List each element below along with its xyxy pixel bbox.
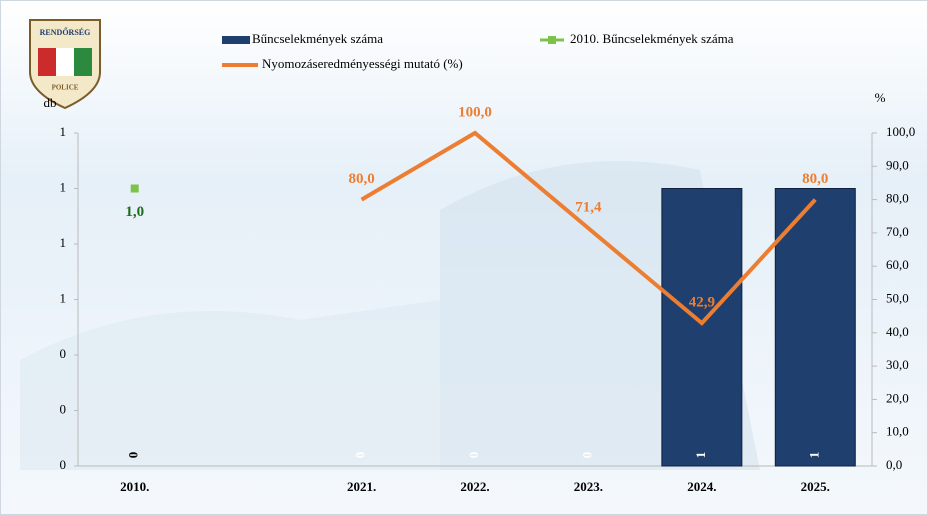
y2-axis-label: %	[875, 90, 886, 105]
logo-stripe	[38, 48, 56, 76]
y2-tick-label: 70,0	[886, 224, 909, 239]
y2-tick-label: 100,0	[886, 124, 915, 139]
bar	[661, 188, 743, 467]
data-label: 42,9	[689, 295, 715, 311]
x-tick-label: 2023.	[574, 479, 603, 494]
data-label: 71,4	[575, 200, 602, 216]
y2-tick-label: 10,0	[886, 424, 909, 439]
bar-label: 0	[466, 452, 481, 459]
data-label: 100,0	[458, 104, 492, 120]
line	[360, 130, 817, 326]
y2-tick-label: 50,0	[886, 290, 909, 305]
bar-label: 0	[579, 452, 594, 459]
y-tick-label: 1	[60, 290, 67, 305]
logo-text: RENDŐRSÉG	[40, 27, 91, 37]
bar-label: 1	[693, 452, 708, 459]
bar	[774, 188, 856, 467]
logo-text: POLICE	[52, 84, 79, 92]
x-tick-label: 2021.	[347, 479, 376, 494]
y2-tick-label: 20,0	[886, 390, 909, 405]
y-axis-label: db	[44, 95, 57, 110]
y-tick-label: 0	[60, 401, 67, 416]
x-tick-label: 2010.	[120, 479, 149, 494]
bar-label: 1	[806, 452, 821, 459]
y-tick-label: 0	[60, 346, 67, 361]
y-tick-label: 1	[60, 235, 67, 250]
y2-tick-label: 0,0	[886, 457, 902, 472]
y-tick-label: 1	[60, 124, 67, 139]
legend-swatch	[548, 36, 556, 44]
legend-label: 2010. Bűncselekmények száma	[570, 31, 734, 46]
x-tick-label: 2025.	[801, 479, 830, 494]
bar-label: 0	[353, 452, 368, 459]
logo-stripe	[56, 48, 74, 76]
bar-label: 0	[126, 452, 141, 459]
x-tick-label: 2024.	[687, 479, 716, 494]
y2-tick-label: 40,0	[886, 324, 909, 339]
y2-tick-label: 60,0	[886, 257, 909, 272]
data-label: 80,0	[802, 171, 828, 187]
marker	[130, 184, 139, 193]
background-building	[20, 300, 440, 470]
data-label: 80,0	[348, 171, 374, 187]
legend-label: Nyomozáseredményességi mutató (%)	[262, 56, 463, 71]
y2-tick-label: 30,0	[886, 357, 909, 372]
y-tick-label: 0	[60, 457, 67, 472]
y2-tick-label: 90,0	[886, 157, 909, 172]
x-tick-label: 2022.	[460, 479, 489, 494]
y-tick-label: 1	[60, 179, 67, 194]
logo-stripe	[74, 48, 92, 76]
data-label: 1,0	[125, 204, 144, 220]
logo: RENDŐRSÉG POLICE	[29, 19, 101, 110]
y2-tick-label: 80,0	[886, 191, 909, 206]
legend-swatch	[222, 36, 250, 44]
legend-label: Bűncselekmények száma	[252, 31, 383, 46]
